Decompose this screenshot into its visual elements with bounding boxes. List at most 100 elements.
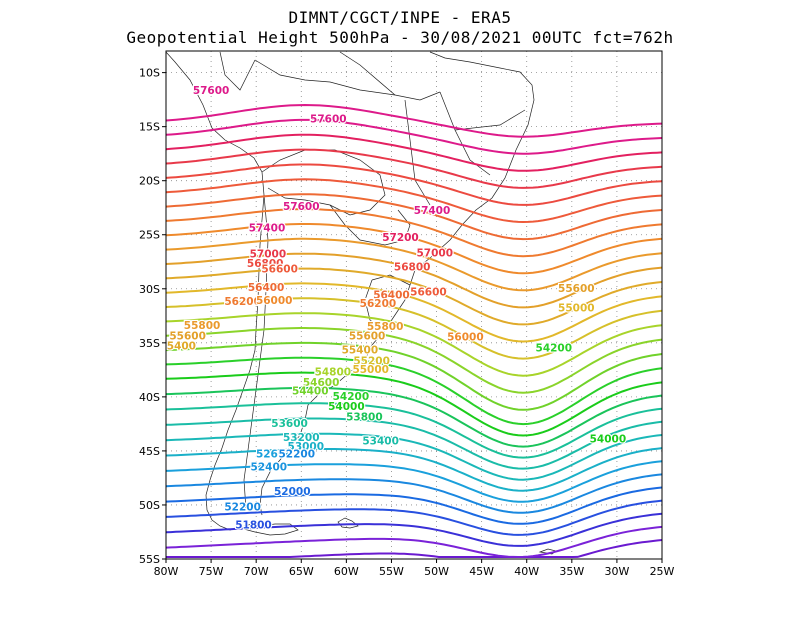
lon-tick-label: 75W <box>199 565 224 578</box>
lon-tick-label: 30W <box>604 565 629 578</box>
height-contour-line <box>166 237 662 292</box>
contour-label: 55000 <box>352 364 389 376</box>
height-contour-line <box>166 417 662 470</box>
map-title-line1: DIMNT/CGCT/INPE - ERA5 <box>288 8 512 27</box>
contour-label: 55600 <box>349 331 386 343</box>
lat-tick-label: 15S <box>139 121 160 134</box>
contour-label: 54200 <box>333 391 370 403</box>
contour-labels: 57600 57600 57600 57400 57400 57200 57000 57000… <box>159 84 627 533</box>
contour-label: 55400 <box>342 345 379 357</box>
contour-label: 57000 <box>416 247 453 259</box>
lon-tick-label: 45W <box>469 565 494 578</box>
lat-tick-label: 50S <box>139 499 160 512</box>
contour-label: 56000 <box>447 332 484 344</box>
contour-label: 57000 <box>250 248 287 260</box>
height-contour-line <box>166 402 662 459</box>
contour-label: 56600 <box>261 264 298 276</box>
contour-label: 55600 <box>169 331 206 343</box>
height-contour-line <box>166 512 662 547</box>
border-paraguay <box>329 204 411 246</box>
lon-tick-label: 80W <box>154 565 179 578</box>
falkland-islands <box>337 517 359 529</box>
border-uruguay <box>364 274 411 331</box>
contour-label: 52200 <box>278 448 315 460</box>
contour-label: 55800 <box>184 320 221 332</box>
map-title-line2: Geopotential Height 500hPa - 30/08/2021 … <box>126 28 674 47</box>
contour-label: 54000 <box>328 401 365 413</box>
height-contour-line <box>166 208 662 258</box>
coastline-west <box>166 51 265 531</box>
contour-label: 54200 <box>536 342 573 354</box>
lon-tick-label: 50W <box>424 565 449 578</box>
height-contour-line <box>166 133 662 172</box>
lat-tick-label: 30S <box>139 283 160 296</box>
contour-label: 57600 <box>310 113 347 125</box>
contour-label: 53800 <box>346 412 383 424</box>
lat-tick-label: 40S <box>139 391 160 404</box>
contour-label: 57400 <box>414 205 451 217</box>
contour-label: 56600 <box>410 286 447 298</box>
contour-label: 55800 <box>367 321 404 333</box>
contour-label: 54800 <box>315 366 352 378</box>
height-contour-line <box>166 499 662 536</box>
height-contour-line <box>166 432 662 481</box>
contour-label: 56200 <box>360 298 397 310</box>
contour-label: 54400 <box>292 386 329 398</box>
contour-label: 54000 <box>590 433 627 445</box>
lon-tick-label: 55W <box>379 565 404 578</box>
height-contour-line <box>166 525 662 559</box>
height-contour-line <box>166 386 662 448</box>
height-contour-line <box>166 252 662 309</box>
contour-label: 57400 <box>249 223 286 235</box>
contour-label: 53400 <box>362 435 399 447</box>
contour-label: 55200 <box>353 355 390 367</box>
lon-tick-label: 70W <box>244 565 269 578</box>
height-contour-line <box>166 539 662 558</box>
lon-tick-label: 25W <box>650 565 675 578</box>
height-contour-line <box>166 327 662 394</box>
height-contour-line <box>166 486 662 525</box>
lon-tick-label: 60W <box>334 565 359 578</box>
lon-tick-label: 35W <box>559 565 584 578</box>
contour-label: 56400 <box>248 282 285 294</box>
contour-label: 56000 <box>256 295 293 307</box>
contour-label: 52400 <box>251 461 288 473</box>
height-contour-line <box>166 193 662 241</box>
height-contour-line <box>166 473 662 514</box>
contour-label: 56400 <box>373 290 410 302</box>
contour-label: 52000 <box>274 486 311 498</box>
height-contour-line <box>166 118 662 155</box>
height-contour-line <box>166 447 662 492</box>
height-contour-line <box>166 163 662 206</box>
height-contour-line <box>166 282 662 343</box>
contour-label: 53000 <box>288 441 325 453</box>
contour-label: 53600 <box>271 418 308 430</box>
contour-label: 55400 <box>159 340 196 352</box>
lon-tick-label: 40W <box>514 565 539 578</box>
height-contour-line <box>166 223 662 275</box>
height-contour-line <box>166 371 662 437</box>
contour-label: 52600 <box>256 448 293 460</box>
contour-label: 57600 <box>193 85 230 97</box>
height-contour-line <box>166 297 662 360</box>
contour-label: 54600 <box>303 377 340 389</box>
contour-label: 57200 <box>382 232 419 244</box>
lat-tick-label: 20S <box>139 175 160 188</box>
contour-label: 52200 <box>224 501 261 513</box>
coastline-east <box>259 51 535 516</box>
lat-tick-label: 35S <box>139 337 160 350</box>
contour-label: 56800 <box>394 261 431 273</box>
height-contour-line <box>166 103 662 138</box>
height-contours <box>166 103 662 559</box>
lon-tick-label: 65W <box>289 565 314 578</box>
axis-ticks: 80W 75W 70W 65W 60W 55W 50W 45W 40W 35W 30W 25W 10S 1… <box>139 67 675 578</box>
tierra-del-fuego <box>239 523 299 536</box>
map-frame <box>165 50 663 560</box>
border-north <box>219 51 396 96</box>
height-contour-line <box>166 178 662 224</box>
contour-label: 57600 <box>283 201 320 213</box>
height-contour-line <box>166 267 662 326</box>
lat-tick-label: 45S <box>139 445 160 458</box>
height-contour-line <box>166 460 662 503</box>
